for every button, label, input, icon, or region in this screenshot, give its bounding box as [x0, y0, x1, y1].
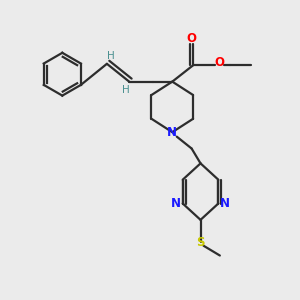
Text: O: O — [187, 32, 196, 45]
Text: N: N — [171, 197, 181, 210]
Text: N: N — [220, 197, 230, 210]
Text: H: H — [106, 51, 114, 61]
Text: N: N — [167, 126, 177, 139]
Text: H: H — [122, 85, 130, 95]
Text: S: S — [196, 236, 205, 249]
Text: O: O — [214, 56, 224, 69]
